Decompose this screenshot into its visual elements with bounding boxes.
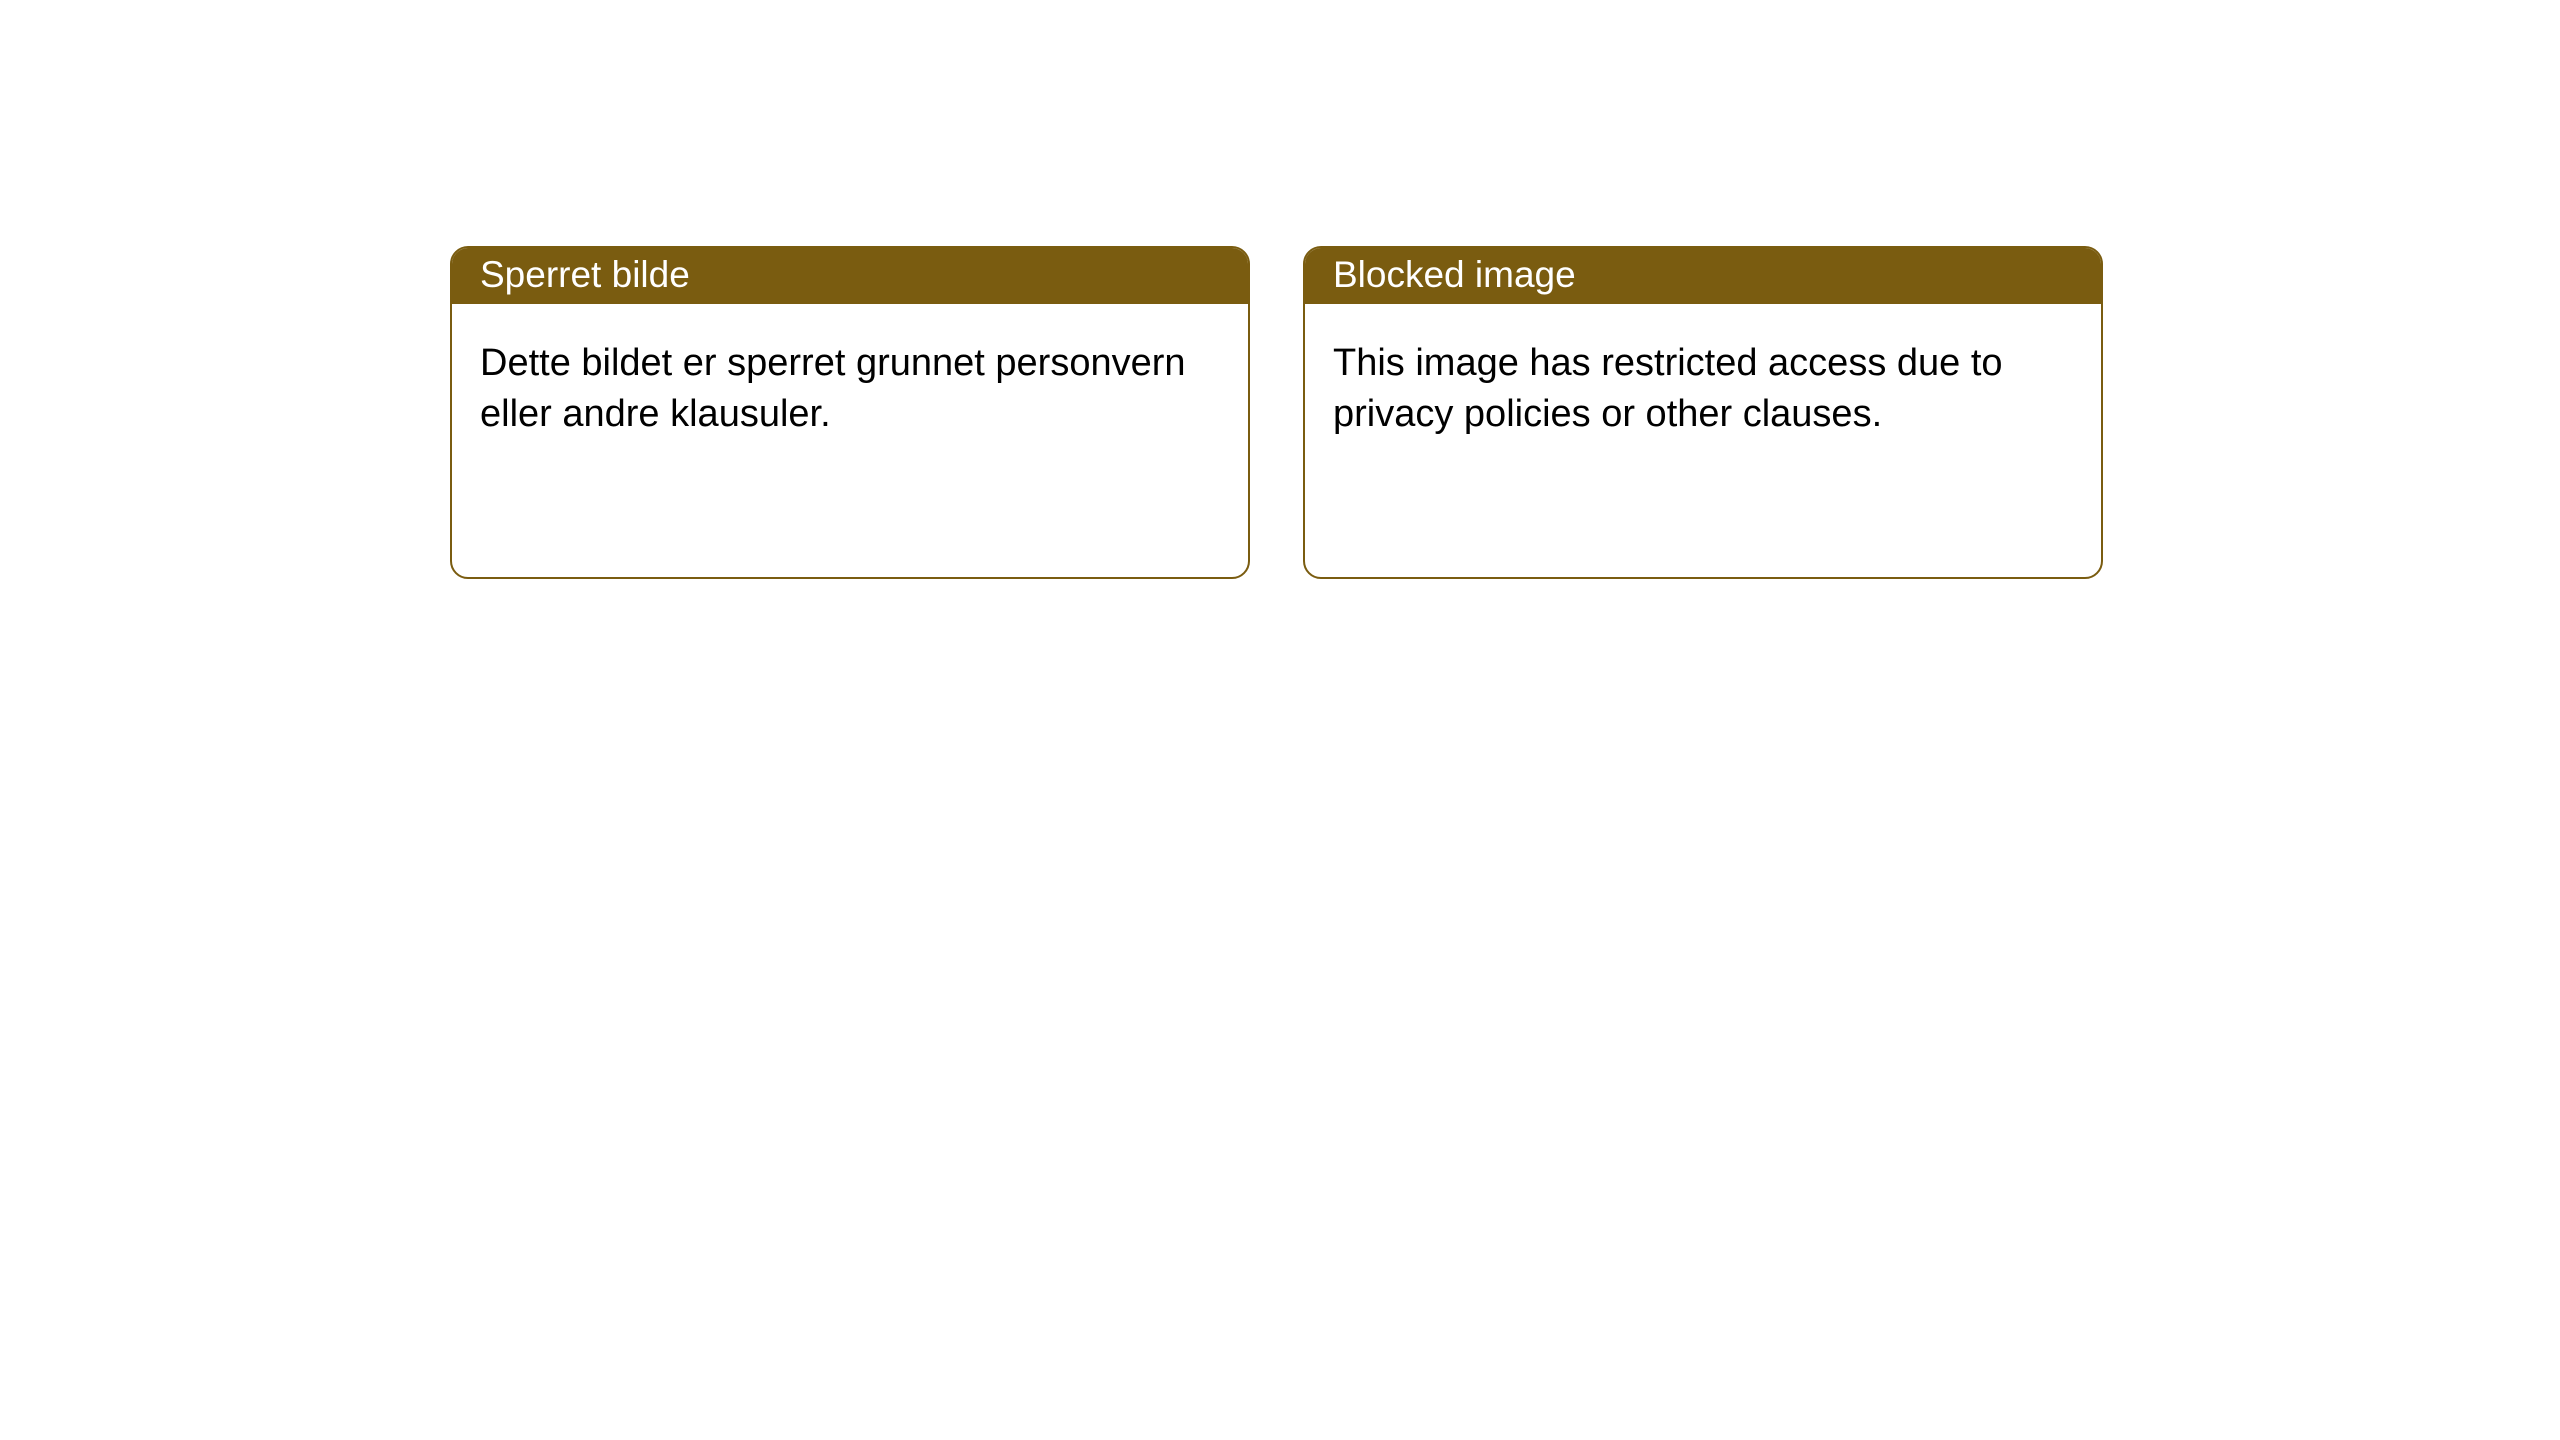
card-header: Sperret bilde — [452, 248, 1248, 304]
blocked-image-card-no: Sperret bilde Dette bildet er sperret gr… — [450, 246, 1250, 579]
card-body: Dette bildet er sperret grunnet personve… — [452, 304, 1248, 475]
blocked-image-card-en: Blocked image This image has restricted … — [1303, 246, 2103, 579]
card-container: Sperret bilde Dette bildet er sperret gr… — [0, 0, 2560, 579]
card-body-text: Dette bildet er sperret grunnet personve… — [480, 342, 1186, 435]
card-body: This image has restricted access due to … — [1305, 304, 2101, 475]
card-body-text: This image has restricted access due to … — [1333, 342, 2003, 435]
card-title: Blocked image — [1333, 254, 1576, 295]
card-header: Blocked image — [1305, 248, 2101, 304]
card-title: Sperret bilde — [480, 254, 690, 295]
